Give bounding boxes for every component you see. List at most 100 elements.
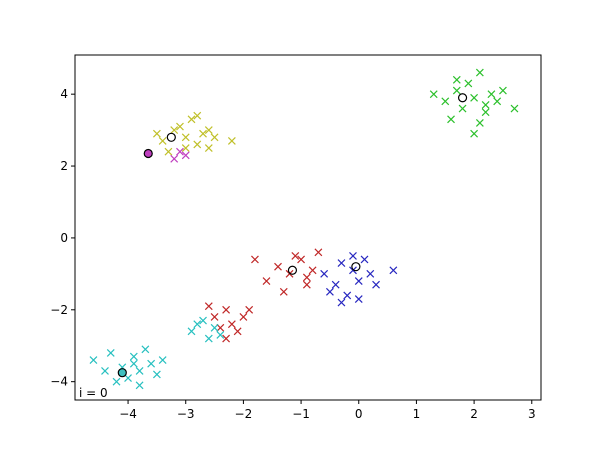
point	[222, 305, 231, 314]
point	[152, 370, 161, 379]
point	[204, 144, 213, 153]
point	[227, 320, 236, 329]
point	[158, 136, 167, 145]
point	[227, 136, 236, 145]
point	[464, 79, 473, 88]
plot-frame	[74, 54, 542, 401]
point	[302, 280, 311, 289]
point	[447, 115, 455, 124]
point	[285, 269, 294, 278]
point	[499, 86, 507, 95]
y-tick-label: −2	[50, 303, 68, 317]
x-tick-label: 1	[413, 407, 421, 421]
point	[337, 259, 346, 268]
annotation: i = 0	[79, 386, 108, 400]
point	[129, 359, 138, 368]
point	[481, 108, 490, 117]
point	[222, 334, 231, 343]
point	[199, 129, 207, 138]
point	[204, 126, 213, 135]
point	[193, 111, 202, 120]
point	[337, 298, 346, 307]
point	[193, 320, 202, 329]
point	[251, 255, 259, 264]
point	[181, 144, 190, 153]
point	[279, 287, 288, 296]
point	[141, 345, 150, 354]
point	[187, 327, 196, 336]
point	[135, 366, 144, 375]
y-tick-label: 0	[60, 231, 68, 245]
point	[354, 295, 363, 303]
point	[193, 140, 202, 149]
point	[152, 129, 161, 138]
point	[320, 269, 329, 278]
point	[233, 327, 242, 336]
point	[170, 154, 179, 163]
point	[170, 126, 179, 135]
point	[389, 266, 398, 275]
x-tick-label: −2	[235, 407, 253, 421]
centroid	[351, 262, 361, 272]
y-tick-label: 4	[60, 87, 68, 101]
point	[181, 151, 190, 160]
x-tick-label: 0	[355, 407, 363, 421]
point	[493, 97, 502, 106]
point	[314, 248, 323, 257]
point	[176, 122, 184, 131]
centroid	[117, 368, 127, 378]
point	[274, 262, 282, 271]
x-tick-label: 3	[528, 407, 536, 421]
point	[245, 305, 254, 314]
centroid	[143, 148, 153, 159]
point	[349, 266, 357, 275]
point	[164, 147, 173, 156]
point	[262, 277, 271, 285]
point	[481, 101, 490, 109]
point	[181, 133, 190, 142]
point	[216, 331, 225, 339]
point	[475, 118, 484, 127]
point	[475, 68, 484, 77]
point	[308, 266, 317, 275]
point	[470, 93, 479, 102]
point	[101, 366, 109, 375]
point	[199, 316, 207, 325]
point	[360, 255, 369, 264]
centroid	[457, 93, 468, 103]
point	[349, 251, 357, 260]
point	[204, 302, 213, 311]
point	[176, 147, 184, 156]
point	[210, 133, 219, 142]
point	[187, 115, 196, 124]
y-tick-label: −4	[50, 375, 68, 389]
point	[297, 255, 306, 264]
point	[302, 273, 311, 282]
x-tick-label: −3	[177, 407, 195, 421]
point	[112, 377, 121, 386]
point	[510, 104, 519, 113]
point	[129, 352, 138, 361]
point	[343, 291, 352, 300]
point	[325, 287, 334, 296]
centroid	[166, 132, 176, 142]
point	[106, 348, 115, 357]
point	[366, 269, 375, 278]
point	[204, 334, 213, 343]
point	[291, 251, 300, 260]
point	[147, 359, 156, 368]
point	[470, 129, 479, 138]
y-tick-label: 2	[60, 159, 68, 173]
point	[216, 323, 225, 332]
point	[372, 280, 380, 289]
centroid	[287, 265, 298, 275]
point	[452, 75, 461, 84]
point	[89, 356, 98, 365]
point	[158, 356, 167, 365]
point	[210, 313, 219, 321]
point	[429, 90, 438, 99]
point	[210, 323, 219, 332]
point	[354, 277, 363, 285]
